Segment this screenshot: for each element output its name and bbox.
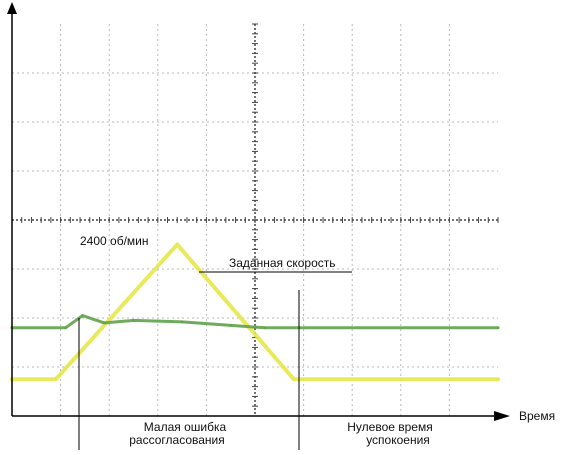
series-point-2 xyxy=(64,326,67,329)
series-point-1 xyxy=(496,378,500,381)
series-point-2 xyxy=(132,319,135,322)
settle-label-line2: успокоения xyxy=(366,433,430,447)
series-point-1 xyxy=(292,378,296,381)
series-point-1 xyxy=(176,243,179,246)
y-axis-arrow xyxy=(7,2,17,14)
x-axis-arrow xyxy=(494,411,510,421)
series-point-2 xyxy=(263,326,266,329)
series-point-2 xyxy=(103,321,106,325)
series-point-2 xyxy=(180,320,184,324)
center-axes xyxy=(11,23,499,417)
series-point-2 xyxy=(496,326,500,329)
x-axis-label: Время xyxy=(519,409,555,423)
settle-label-line1: Нулевое время xyxy=(347,420,432,434)
error-label-line2: рассогласования xyxy=(129,433,225,447)
series-point-1 xyxy=(54,378,57,381)
peak-label: 2400 об/мин xyxy=(80,234,149,248)
set-speed-label: Заданная скорость xyxy=(229,256,336,270)
series-layer xyxy=(10,242,500,382)
error-label-line1: Малая ошибка xyxy=(144,420,227,434)
series-point-2 xyxy=(229,324,232,327)
series-point-2 xyxy=(81,314,84,317)
